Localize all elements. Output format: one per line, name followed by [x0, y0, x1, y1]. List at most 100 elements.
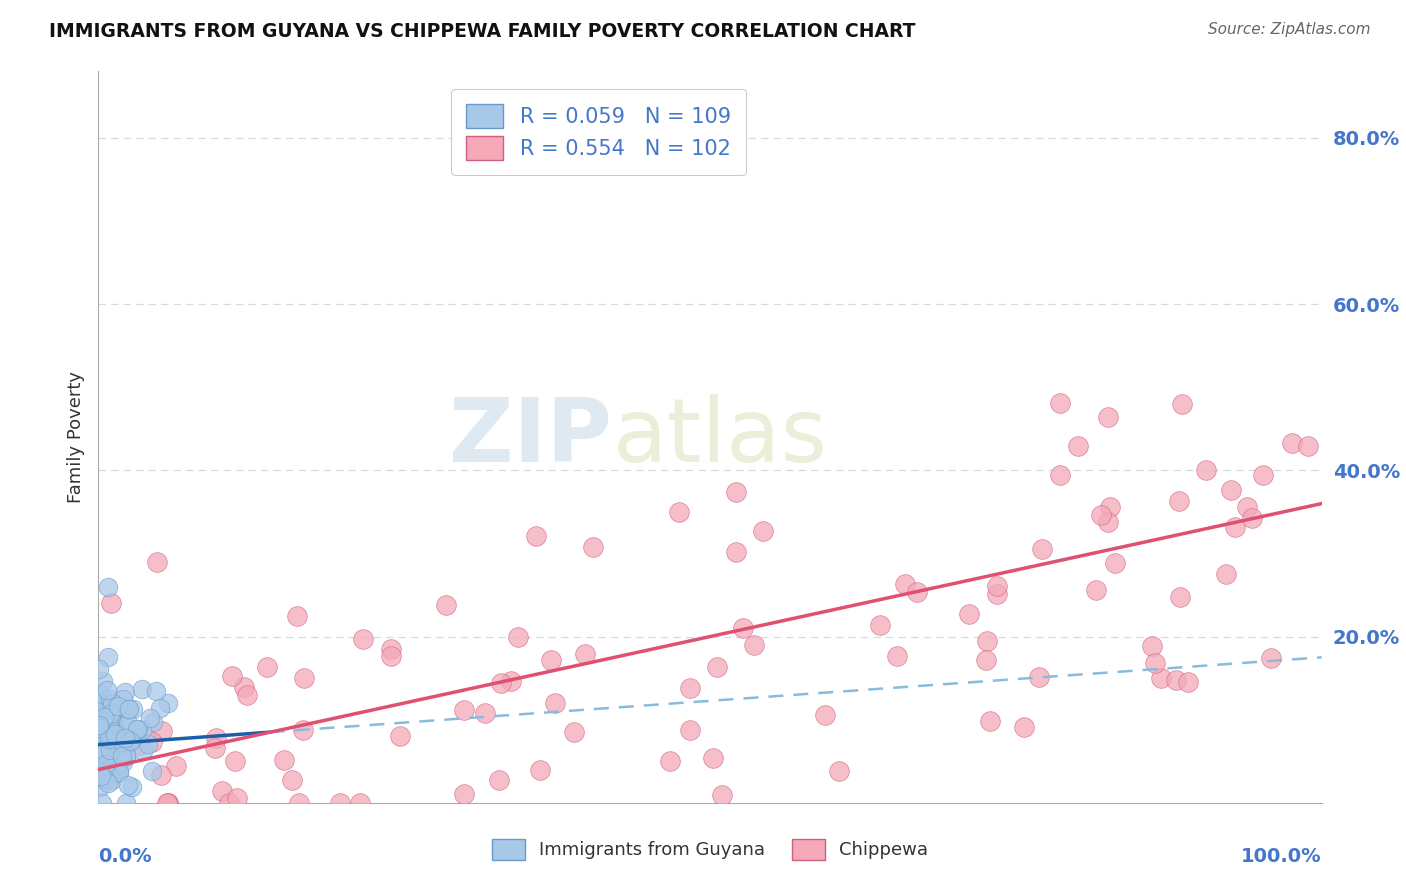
Point — [98, 707, 121, 722]
Point — [89, 718, 111, 732]
Point — [1177, 674, 1199, 689]
Point — [93, 700, 115, 714]
Point — [1170, 590, 1192, 604]
Point — [97, 580, 120, 594]
Point — [96, 682, 118, 697]
Point — [524, 528, 547, 542]
Point — [111, 748, 134, 763]
Point — [91, 696, 114, 710]
Point — [434, 599, 457, 613]
Point — [131, 681, 153, 696]
Point — [894, 577, 917, 591]
Point — [98, 765, 121, 780]
Point — [90, 713, 112, 727]
Point — [90, 796, 112, 810]
Point — [141, 735, 163, 749]
Point — [136, 737, 159, 751]
Point — [104, 707, 127, 722]
Text: 0.0%: 0.0% — [98, 847, 152, 866]
Point — [562, 724, 585, 739]
Point — [125, 723, 148, 737]
Point — [100, 709, 122, 723]
Point — [112, 747, 135, 761]
Point — [98, 720, 121, 734]
Point — [91, 715, 114, 730]
Point — [114, 685, 136, 699]
Point — [110, 729, 132, 743]
Point — [87, 769, 110, 783]
Point — [869, 618, 891, 632]
Point — [1144, 656, 1167, 670]
Point — [506, 631, 529, 645]
Point — [127, 722, 149, 736]
Point — [97, 767, 120, 781]
Point — [352, 632, 374, 646]
Point — [101, 706, 124, 720]
Point — [205, 731, 228, 745]
Point — [121, 780, 143, 794]
Point — [1223, 520, 1246, 534]
Point — [156, 796, 179, 810]
Point — [89, 687, 111, 701]
Point — [986, 579, 1008, 593]
Y-axis label: Family Poverty: Family Poverty — [66, 371, 84, 503]
Point — [540, 653, 562, 667]
Point — [111, 748, 134, 763]
Point — [96, 757, 118, 772]
Point — [1251, 468, 1274, 483]
Point — [117, 721, 139, 735]
Point — [204, 740, 226, 755]
Point — [93, 710, 115, 724]
Point — [1149, 671, 1171, 685]
Point — [1085, 582, 1108, 597]
Point — [97, 650, 120, 665]
Point — [142, 715, 165, 730]
Point — [751, 524, 773, 538]
Point — [98, 756, 121, 771]
Point — [149, 701, 172, 715]
Point — [101, 718, 124, 732]
Point — [1164, 673, 1187, 687]
Point — [1049, 467, 1071, 482]
Point — [107, 746, 129, 760]
Legend: Immigrants from Guyana, Chippewa: Immigrants from Guyana, Chippewa — [485, 831, 935, 867]
Point — [115, 796, 138, 810]
Point — [1220, 483, 1243, 497]
Point — [97, 742, 120, 756]
Text: 100.0%: 100.0% — [1241, 847, 1322, 866]
Point — [91, 673, 114, 688]
Point — [104, 725, 127, 739]
Point — [499, 673, 522, 688]
Point — [742, 638, 765, 652]
Point — [94, 756, 117, 771]
Point — [157, 696, 180, 710]
Point — [108, 764, 131, 779]
Point — [114, 748, 136, 763]
Point — [226, 791, 249, 805]
Point — [211, 784, 233, 798]
Point — [1028, 670, 1050, 684]
Point — [90, 747, 112, 761]
Point — [976, 634, 998, 648]
Point — [98, 726, 121, 740]
Point — [117, 778, 139, 792]
Point — [1104, 556, 1126, 570]
Point — [224, 754, 246, 768]
Point — [97, 732, 120, 747]
Point — [104, 727, 127, 741]
Point — [679, 723, 702, 737]
Point — [115, 749, 138, 764]
Point — [1140, 639, 1163, 653]
Point — [329, 796, 352, 810]
Point — [104, 731, 127, 745]
Point — [89, 780, 111, 794]
Point — [94, 713, 117, 727]
Point — [118, 701, 141, 715]
Point — [236, 688, 259, 702]
Point — [1097, 409, 1119, 424]
Point — [97, 776, 120, 790]
Point — [128, 738, 150, 752]
Point — [111, 739, 134, 753]
Point — [97, 740, 120, 755]
Point — [139, 711, 162, 725]
